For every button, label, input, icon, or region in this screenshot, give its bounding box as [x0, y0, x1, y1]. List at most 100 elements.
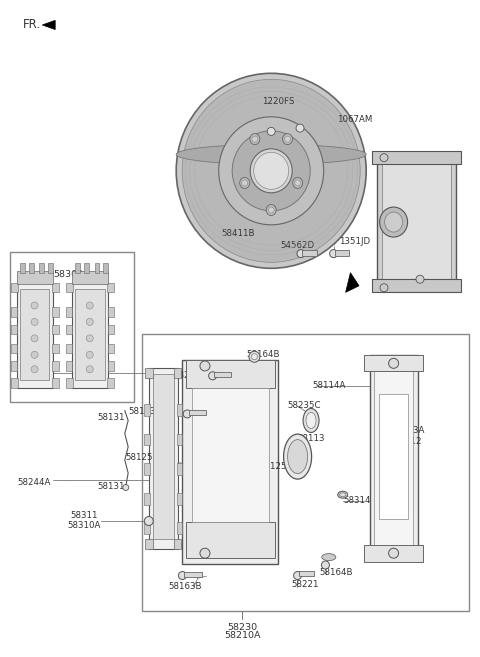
Bar [11, 344, 17, 353]
Bar [142, 334, 469, 611]
Bar [39, 263, 44, 273]
Bar [11, 283, 18, 292]
Circle shape [183, 410, 191, 418]
Bar [108, 307, 114, 317]
Bar [108, 344, 114, 353]
Circle shape [389, 548, 398, 558]
Ellipse shape [240, 177, 250, 189]
Bar [11, 307, 17, 317]
Text: 58123A: 58123A [391, 426, 425, 436]
Ellipse shape [232, 131, 310, 211]
Circle shape [86, 351, 93, 358]
Polygon shape [42, 20, 55, 30]
Text: 1351JD: 1351JD [339, 237, 370, 246]
Bar [382, 163, 451, 281]
Circle shape [179, 572, 186, 579]
Bar [29, 263, 34, 273]
Bar [72, 283, 108, 388]
Bar [299, 571, 314, 576]
Circle shape [380, 284, 388, 292]
Circle shape [86, 319, 93, 325]
Bar [186, 360, 275, 388]
Ellipse shape [242, 180, 248, 186]
Bar [66, 361, 72, 371]
Circle shape [144, 516, 153, 526]
Bar [177, 463, 182, 475]
Text: 58113: 58113 [297, 434, 325, 443]
Ellipse shape [176, 145, 366, 164]
Circle shape [31, 319, 38, 325]
Bar [52, 283, 59, 292]
Bar [149, 368, 178, 549]
Text: 58131: 58131 [97, 413, 125, 422]
Text: 58212: 58212 [394, 437, 422, 446]
Bar [177, 493, 182, 505]
Circle shape [322, 561, 329, 569]
Ellipse shape [219, 117, 324, 225]
Text: 58221: 58221 [291, 579, 319, 589]
Ellipse shape [250, 133, 260, 145]
Bar [20, 263, 25, 273]
Text: 58210A: 58210A [224, 631, 261, 641]
Bar [75, 289, 105, 380]
Bar [374, 367, 413, 547]
Ellipse shape [250, 149, 292, 193]
Bar [144, 522, 150, 534]
Bar [370, 355, 418, 558]
Text: 58131: 58131 [97, 482, 125, 491]
Ellipse shape [284, 434, 312, 479]
Ellipse shape [283, 133, 293, 145]
Text: 58125: 58125 [125, 453, 153, 463]
Bar [66, 307, 72, 317]
Bar [144, 493, 150, 505]
Bar [107, 378, 114, 388]
Bar [107, 283, 114, 292]
Bar [52, 325, 59, 334]
Bar [184, 572, 202, 577]
Ellipse shape [268, 207, 274, 213]
Ellipse shape [266, 204, 276, 215]
Bar [189, 410, 206, 415]
Bar [144, 404, 150, 416]
Ellipse shape [176, 74, 366, 268]
Text: 1067AM: 1067AM [336, 115, 372, 124]
Bar [214, 372, 231, 377]
Bar [66, 325, 72, 334]
Ellipse shape [338, 491, 348, 498]
Bar [11, 378, 18, 388]
Text: 58235C: 58235C [287, 401, 321, 410]
Bar [186, 522, 275, 558]
Ellipse shape [322, 554, 336, 560]
Ellipse shape [384, 212, 403, 232]
Text: 58125F: 58125F [260, 462, 292, 471]
Text: 58230: 58230 [228, 623, 257, 632]
Ellipse shape [252, 136, 258, 142]
Bar [84, 263, 89, 273]
Text: 58222: 58222 [173, 371, 201, 380]
Bar [174, 539, 181, 549]
Bar [11, 361, 17, 371]
Bar [177, 522, 182, 534]
Circle shape [31, 351, 38, 358]
Ellipse shape [295, 180, 300, 186]
Circle shape [200, 548, 210, 558]
Text: 58302: 58302 [54, 270, 84, 279]
Text: 1220FS: 1220FS [262, 97, 295, 106]
Bar [17, 271, 53, 284]
Text: 58311: 58311 [70, 510, 98, 520]
Bar [372, 151, 461, 164]
Text: 58163B: 58163B [129, 407, 162, 417]
Ellipse shape [306, 413, 316, 428]
Ellipse shape [380, 207, 408, 237]
Bar [52, 378, 59, 388]
Bar [48, 263, 53, 273]
Bar [95, 263, 99, 273]
Circle shape [31, 335, 38, 342]
Circle shape [123, 484, 129, 491]
Circle shape [297, 250, 305, 258]
Text: 58163B: 58163B [168, 581, 202, 591]
Bar [177, 404, 182, 416]
Bar [364, 355, 423, 371]
Bar [11, 325, 17, 334]
Ellipse shape [303, 409, 319, 432]
